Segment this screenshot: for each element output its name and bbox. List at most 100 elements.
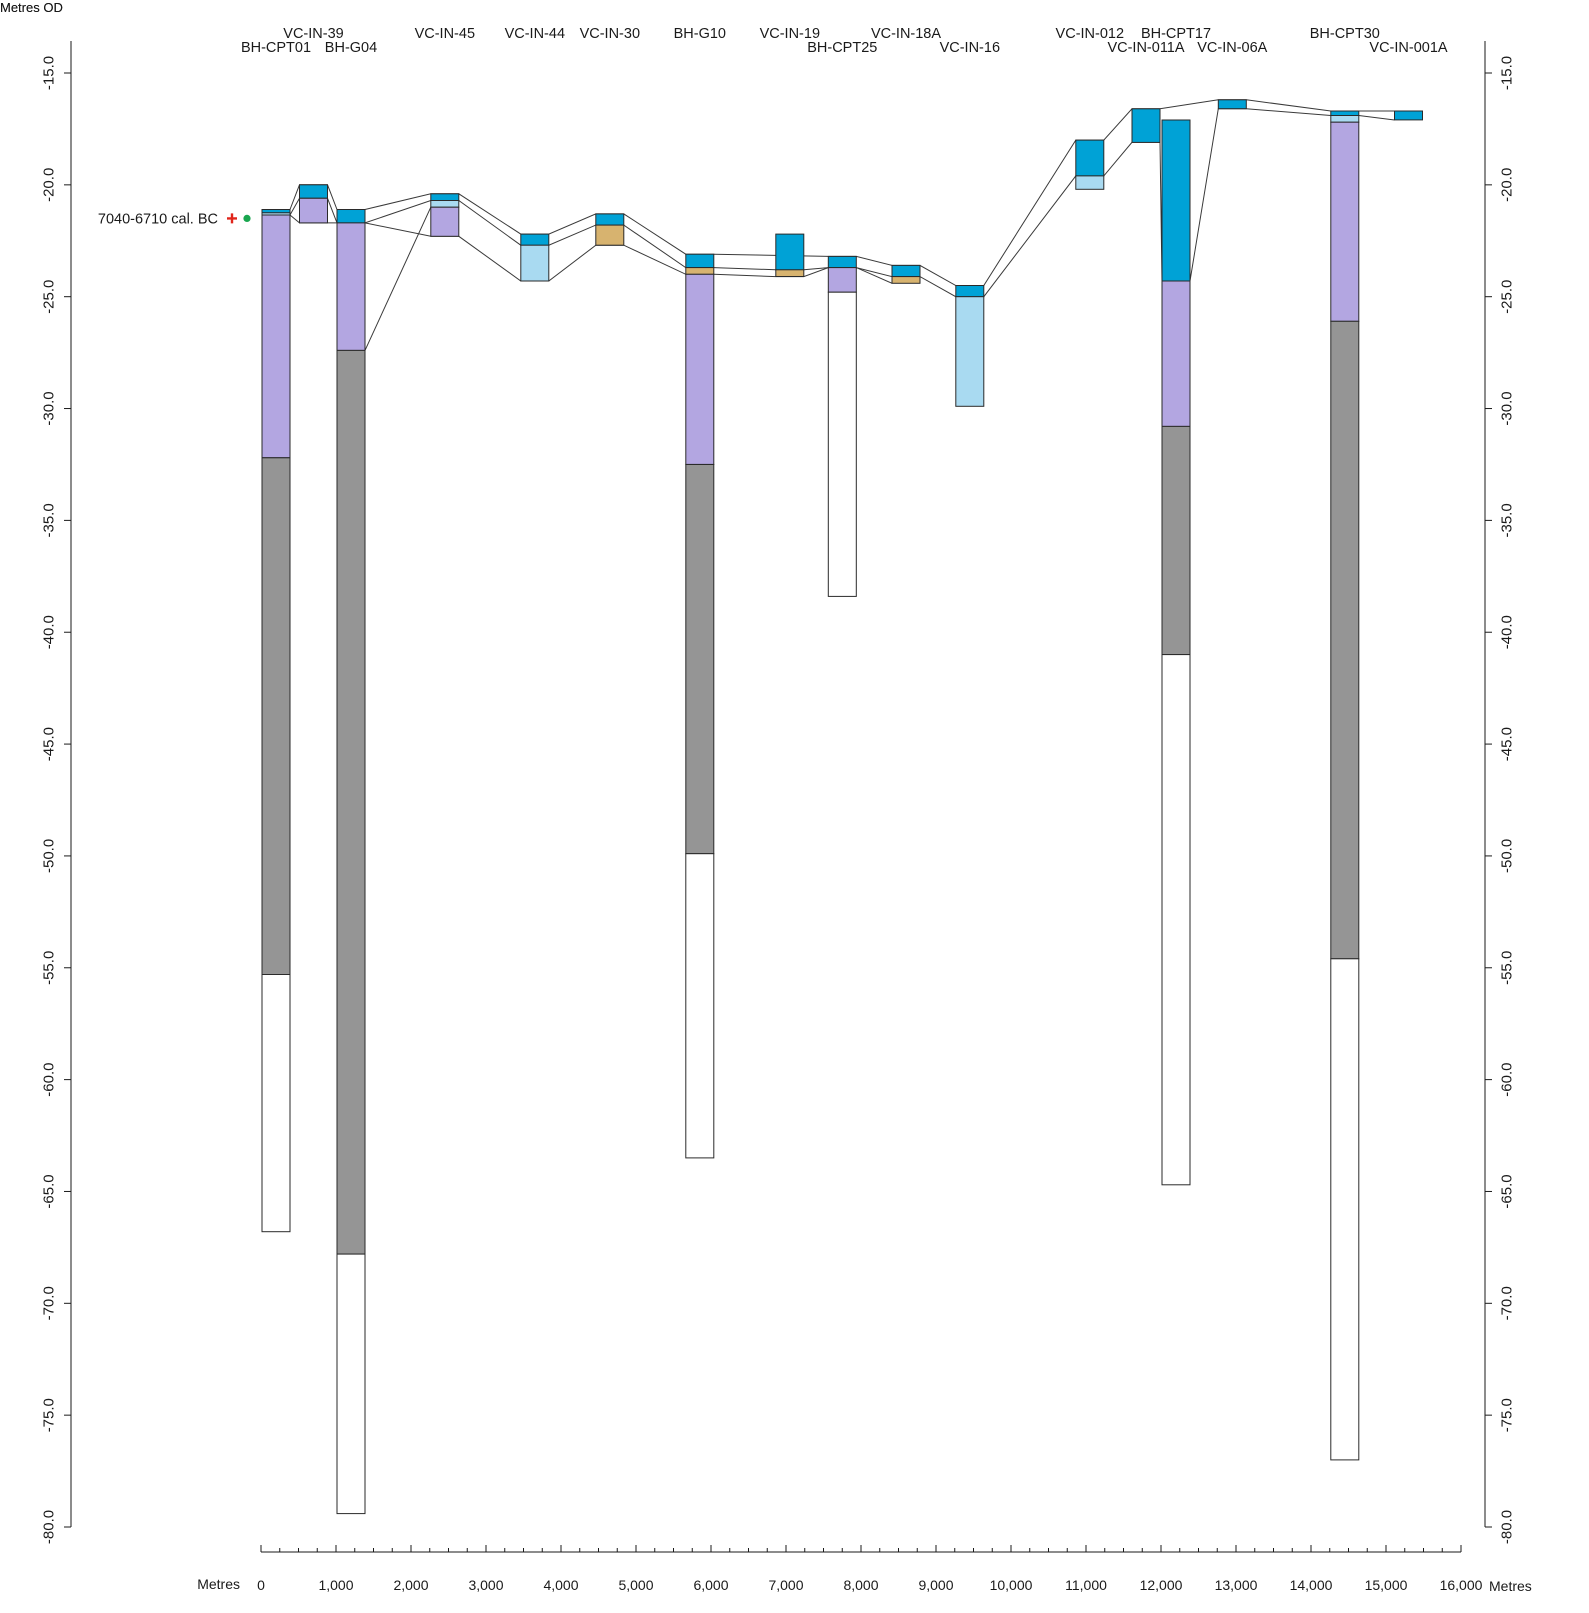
borehole-label: BH-CPT01 — [241, 40, 311, 56]
y-tick-label: -15.0 — [41, 56, 58, 90]
unit-dark-blue — [1394, 110, 1423, 121]
y-axis-unit-left: Metres OD — [0, 0, 63, 15]
unit-dark-blue — [1161, 119, 1191, 282]
borehole-bh-cpt30 — [1330, 110, 1360, 1461]
borehole-vc-in-39 — [299, 184, 328, 224]
borehole-vc-in-45 — [430, 193, 460, 237]
unit-blank — [336, 1253, 366, 1515]
y-tick-label: -80.0 — [41, 1510, 58, 1544]
borehole-label: VC-IN-18A — [871, 26, 941, 42]
borehole-bh-cpt25 — [827, 255, 857, 597]
unit-dark-blue — [685, 253, 715, 269]
x-tick-label: 6,000 — [693, 1577, 728, 1593]
unit-purple — [336, 222, 366, 351]
unit-dark-blue — [1131, 108, 1161, 143]
y-tick-label: -50.0 — [41, 839, 58, 873]
unit-grey — [336, 349, 366, 1255]
x-tick-label: 8,000 — [843, 1577, 878, 1593]
unit-tan — [595, 224, 625, 246]
borehole-vc-in-011a — [1131, 108, 1161, 143]
unit-dark-blue — [430, 193, 460, 202]
x-tick-label: 14,000 — [1290, 1577, 1333, 1593]
y-tick-label: -25.0 — [1498, 280, 1515, 314]
unit-dark-blue — [336, 209, 366, 224]
x-tick-label: 11,000 — [1065, 1577, 1107, 1593]
y-tick-label: -20.0 — [41, 168, 58, 202]
y-tick-label: -20.0 — [1499, 168, 1516, 202]
unit-dark-blue — [299, 184, 328, 199]
y-tick-label: -30.0 — [1499, 391, 1516, 425]
unit-dark-blue — [827, 255, 857, 269]
borehole-label: BH-CPT30 — [1310, 26, 1380, 42]
unit-blank — [685, 853, 715, 1159]
borehole-vc-in-30 — [595, 213, 625, 246]
unit-purple — [430, 206, 460, 237]
y-tick-label: -55.0 — [40, 951, 57, 985]
unit-light-blue — [520, 244, 550, 282]
borehole-label: BH-G04 — [325, 40, 377, 56]
borehole-label: VC-IN-012 — [1056, 26, 1125, 42]
y-tick-label: -75.0 — [40, 1398, 57, 1432]
unit-dark-blue — [1217, 99, 1247, 110]
x-tick-label: 5,000 — [618, 1577, 653, 1593]
borehole-vc-in-012 — [1075, 139, 1105, 190]
borehole-label: VC-IN-001A — [1369, 40, 1447, 56]
y-tick-label: -60.0 — [1499, 1062, 1516, 1096]
borehole-vc-in-18a — [891, 264, 921, 284]
borehole-label: VC-IN-06A — [1197, 40, 1267, 56]
unit-grey — [261, 457, 291, 975]
x-tick-label: 9,000 — [918, 1577, 953, 1593]
unit-grey — [1330, 320, 1360, 960]
unit-dark-blue — [1330, 110, 1360, 116]
x-tick-label: 13,000 — [1215, 1577, 1258, 1593]
borehole-vc-in-19 — [775, 233, 805, 277]
y-tick-label: -65.0 — [40, 1174, 57, 1208]
y-tick-label: -75.0 — [1498, 1398, 1515, 1432]
x-axis-label-left: Metres — [197, 1576, 240, 1592]
x-tick-label: 3,000 — [468, 1577, 503, 1593]
borehole-vc-in-06a — [1217, 99, 1247, 110]
x-tick-label: 10,000 — [990, 1577, 1033, 1593]
y-tick-label: -25.0 — [40, 280, 57, 314]
y-tick-label: -70.0 — [41, 1286, 58, 1320]
x-tick-label: 2,000 — [393, 1577, 428, 1593]
unit-dark-blue — [1075, 139, 1105, 177]
unit-light-blue — [1330, 115, 1360, 123]
y-tick-label: -35.0 — [40, 503, 57, 537]
unit-grey — [685, 464, 715, 855]
y-tick-label: -60.0 — [41, 1062, 58, 1096]
borehole-vc-in-44 — [520, 233, 550, 282]
x-tick-label: 1,000 — [318, 1577, 353, 1593]
unit-purple — [299, 197, 328, 224]
borehole-label: VC-IN-19 — [760, 26, 820, 42]
y-tick-label: -45.0 — [40, 727, 57, 761]
x-tick-label: 16,000 — [1440, 1577, 1483, 1593]
borehole-vc-in-16 — [955, 285, 985, 407]
unit-dark-blue — [520, 233, 550, 246]
borehole-label: VC-IN-44 — [505, 26, 565, 42]
unit-blank — [1161, 654, 1191, 1186]
unit-light-blue — [430, 200, 460, 208]
borehole-bh-g10 — [685, 253, 715, 1159]
y-axis-unit-right: Metres OD — [0, 0, 63, 15]
borehole-label: VC-IN-011A — [1107, 40, 1184, 56]
unit-grey — [1161, 425, 1191, 656]
unit-dark-blue — [595, 213, 625, 226]
borehole-vc-in-001a — [1394, 110, 1423, 121]
unit-purple — [685, 273, 715, 465]
y-tick-label: -40.0 — [1499, 615, 1516, 649]
unit-light-blue — [1075, 175, 1105, 190]
y-tick-label: -35.0 — [1498, 503, 1515, 537]
x-tick-label: 0 — [257, 1577, 265, 1593]
x-tick-label: 4,000 — [543, 1577, 578, 1593]
borehole-label: VC-IN-30 — [580, 26, 640, 42]
correlation-line-3 — [289, 214, 893, 284]
borehole-label: VC-IN-39 — [283, 26, 343, 42]
axes: -15.0 -20.0 -25.0 -30.0 -35.0 -40.0 -45.0 -50.0… — [40, 41, 1532, 1594]
x-tick-label: 7,000 — [768, 1577, 803, 1593]
y-tick-label: -45.0 — [1498, 727, 1515, 761]
y-tick-label: -80.0 — [1499, 1510, 1516, 1544]
y-tick-label: -70.0 — [1499, 1286, 1516, 1320]
